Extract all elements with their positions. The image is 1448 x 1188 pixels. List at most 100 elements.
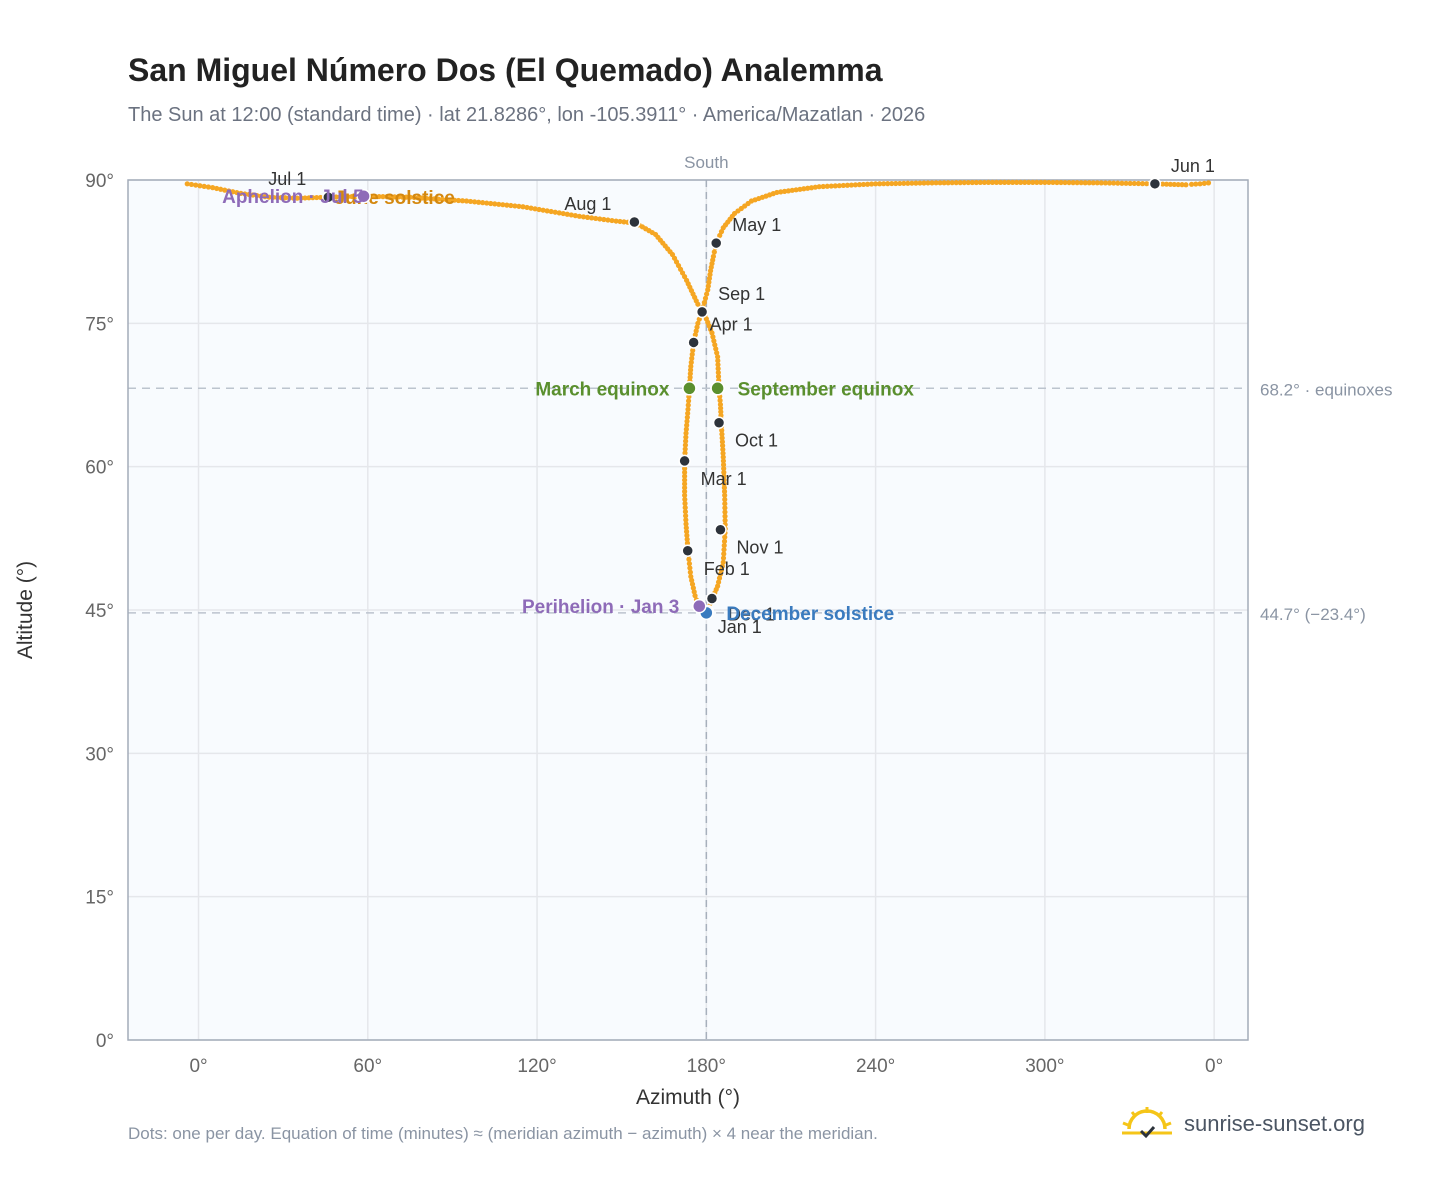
x-tick-label: 180° — [687, 1056, 726, 1077]
day-dot — [686, 561, 693, 567]
day-dot — [1183, 182, 1189, 188]
day-dot — [682, 442, 689, 448]
day-dot — [407, 194, 413, 200]
day-dot — [717, 397, 723, 404]
day-dot — [601, 216, 607, 223]
day-dot — [715, 369, 721, 376]
day-dot — [234, 189, 240, 196]
day-dot — [793, 187, 799, 193]
day-dot — [901, 180, 907, 186]
footnote: Dots: one per day. Equation of time (min… — [128, 1124, 878, 1143]
month-label: Jun 1 — [1171, 156, 1215, 176]
day-dot — [719, 431, 725, 437]
day-dot — [568, 212, 574, 218]
day-dot — [684, 536, 690, 542]
brand[interactable]: sunrise-sunset.org — [1120, 1104, 1365, 1144]
day-dot — [1175, 181, 1181, 188]
day-dot — [683, 434, 689, 440]
day-dot — [864, 181, 871, 187]
reference-line-label: 44.7° (−23.4°) — [1260, 605, 1366, 624]
day-dot — [556, 210, 562, 216]
day-dot — [682, 505, 688, 511]
y-tick-label: 0° — [96, 1031, 114, 1052]
day-dot — [848, 182, 855, 188]
day-dot — [1201, 180, 1207, 186]
day-dot — [712, 342, 718, 348]
day-dot — [1050, 179, 1056, 186]
event-points: March equinox September equinox December s… — [222, 187, 914, 625]
event-point — [682, 381, 697, 396]
day-dot — [1034, 179, 1040, 185]
day-dot — [852, 182, 859, 188]
day-dot — [1030, 179, 1036, 185]
day-dot — [868, 181, 875, 187]
month-label: Sep 1 — [718, 284, 765, 304]
day-dot — [1123, 180, 1129, 186]
event-label: September equinox — [738, 379, 915, 400]
day-dot — [801, 186, 807, 192]
day-dot — [488, 200, 494, 207]
day-dot — [715, 358, 721, 364]
event-point — [356, 188, 371, 204]
day-dot — [222, 187, 228, 193]
day-dot — [210, 185, 216, 191]
day-dot — [705, 287, 711, 293]
month-label: Jan 1 — [718, 617, 762, 637]
x-tick-label: 60° — [353, 1056, 382, 1077]
day-dot — [1086, 180, 1092, 186]
day-dot — [1001, 179, 1008, 185]
event-point — [710, 381, 725, 396]
axis-ticks: 0° 60° 120° 180° 240° 300° 0° 0° 15° 30° 45° 60° 75°… — [85, 171, 1223, 1077]
reference-line-label: 68.2° · equinoxes — [1260, 380, 1393, 399]
day-dot — [254, 192, 260, 199]
day-dot — [520, 204, 526, 210]
day-dot — [682, 477, 688, 483]
y-tick-label: 15° — [85, 888, 114, 909]
day-dot — [1160, 181, 1166, 187]
day-dot — [715, 579, 722, 585]
day-dot — [1042, 179, 1048, 185]
day-dot — [877, 181, 883, 187]
day-dot — [391, 194, 398, 200]
day-dot — [431, 196, 437, 202]
day-dot — [1094, 180, 1100, 186]
day-dot — [1078, 180, 1084, 186]
day-dot — [403, 194, 409, 200]
day-dot — [797, 186, 803, 192]
day-dot — [873, 181, 879, 187]
month-point — [322, 190, 335, 204]
day-dot — [715, 366, 721, 372]
day-dot — [722, 517, 728, 524]
day-dot — [306, 195, 312, 201]
day-dot — [467, 198, 474, 205]
day-dot — [905, 180, 911, 186]
day-dot — [719, 427, 725, 433]
day-dot — [710, 253, 716, 260]
day-dot — [395, 194, 402, 200]
day-dot — [1074, 180, 1080, 186]
day-dot — [427, 195, 433, 202]
day-dot — [683, 521, 689, 527]
y-axis-label: Altitude (°) — [14, 561, 37, 659]
day-dot — [384, 194, 390, 200]
day-dot — [695, 320, 701, 326]
day-dot — [701, 299, 707, 306]
day-dot — [451, 197, 458, 203]
day-dot — [690, 347, 696, 354]
day-dot — [722, 501, 728, 507]
day-dot — [941, 180, 947, 186]
day-dot — [685, 410, 691, 416]
day-dot — [1127, 180, 1133, 186]
day-dot — [709, 330, 715, 336]
day-dot — [682, 481, 688, 487]
event-label: March equinox — [535, 379, 670, 400]
day-dot — [684, 540, 691, 546]
day-dot — [1197, 181, 1203, 187]
day-dot — [580, 214, 587, 220]
day-dot — [266, 194, 272, 200]
chart-subtitle: The Sun at 12:00 (standard time) · lat 2… — [128, 104, 926, 126]
day-dot — [1163, 181, 1170, 187]
day-dot — [584, 214, 591, 220]
day-dot — [560, 210, 566, 217]
